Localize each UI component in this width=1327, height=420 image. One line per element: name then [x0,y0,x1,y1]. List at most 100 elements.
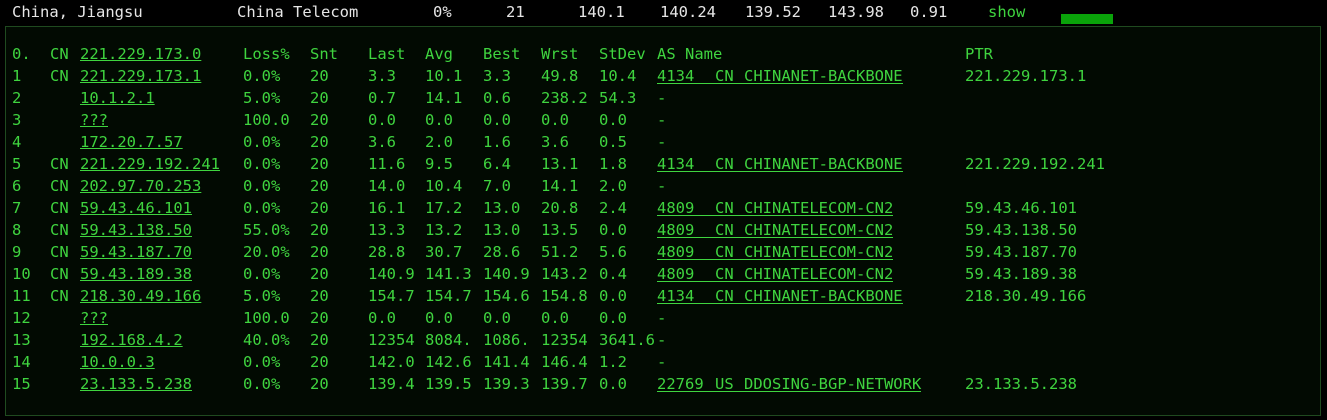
cell-ptr: 221.229.173.1 [965,67,1087,85]
cell-best: 3.3 [483,67,511,85]
cell-avg: 9.5 [425,155,453,173]
cell-host[interactable]: 221.229.192.241 [80,155,220,173]
cell-loss: 40.0% [243,331,290,349]
cell-loss: 0.0% [243,265,281,283]
header-cc: CN [50,45,69,63]
cell-hop: 3 [12,111,22,129]
show-toggle[interactable]: show [988,3,1026,21]
cell-host[interactable]: 192.168.4.2 [80,331,183,349]
cell-last: 3.3 [368,67,396,85]
as-link[interactable]: 4809 CN CHINATELECOM-CN2 [657,221,894,239]
cell-best: 1086. [483,331,530,349]
cell-host[interactable]: 10.0.0.3 [80,353,155,371]
asn: - [657,353,667,371]
cell-host[interactable]: 23.133.5.238 [80,375,192,393]
as-name: CHINATELECOM-CN2 [744,199,894,217]
cell-host[interactable]: ??? [80,111,108,129]
cell-cc: CN [50,67,69,85]
as-link[interactable]: 22769 US DDOSING-BGP-NETWORK [657,375,922,393]
cell-host[interactable]: 59.43.138.50 [80,221,192,239]
cell-last: 154.7 [368,287,415,305]
cell-stdev: 0.0 [599,111,627,129]
cell-wrst: 0.0 [541,111,569,129]
summary-best: 139.52 [745,3,801,21]
cell-loss: 0.0% [243,155,281,173]
cell-avg: 10.4 [425,177,463,195]
cell-avg: 10.1 [425,67,463,85]
cell-snt: 20 [310,353,329,371]
cell-host[interactable]: 172.20.7.57 [80,133,183,151]
cell-host[interactable]: ??? [80,309,108,327]
cell-host[interactable]: 59.43.189.38 [80,265,192,283]
asn: - [657,309,667,327]
as-link[interactable]: 4134 CN CHINANET-BACKBONE [657,67,903,85]
cell-cc: CN [50,155,69,173]
cell-best: 6.4 [483,155,511,173]
as-name: CHINATELECOM-CN2 [744,221,894,239]
header-best: Best [483,45,521,63]
as-link[interactable]: 4809 CN CHINATELECOM-CN2 [657,199,894,217]
cell-best: 140.9 [483,265,530,283]
cell-last: 3.6 [368,133,396,151]
cell-wrst: 51.2 [541,243,579,261]
asn: - [657,89,667,107]
cell-wrst: 14.1 [541,177,579,195]
cell-stdev: 0.0 [599,309,627,327]
header-host[interactable]: 221.229.173.0 [80,45,202,63]
cell-snt: 20 [310,243,329,261]
cell-loss: 20.0% [243,243,290,261]
cell-best: 28.6 [483,243,521,261]
cell-snt: 20 [310,89,329,107]
cell-best: 154.6 [483,287,530,305]
cell-cc: CN [50,265,69,283]
cell-hop: 4 [12,133,22,151]
summary-last: 140.1 [578,3,625,21]
cell-wrst: 12354 [541,331,588,349]
as-name: CHINATELECOM-CN2 [744,265,894,283]
cell-loss: 5.0% [243,89,281,107]
cell-last: 139.4 [368,375,415,393]
cell-loss: 5.0% [243,287,281,305]
as-name: CHINATELECOM-CN2 [744,243,894,261]
cell-loss: 0.0% [243,353,281,371]
as-name: CHINANET-BACKBONE [744,287,903,305]
cell-avg: 139.5 [425,375,472,393]
cell-ptr: 59.43.46.101 [965,199,1077,217]
cell-last: 140.9 [368,265,415,283]
cell-hop: 15 [12,375,31,393]
cell-host[interactable]: 221.229.173.1 [80,67,202,85]
cell-ptr: 59.43.189.38 [965,265,1077,283]
cell-last: 142.0 [368,353,415,371]
as-link[interactable]: 4809 CN CHINATELECOM-CN2 [657,265,894,283]
trace-panel [5,26,1321,416]
cell-hop: 11 [12,287,31,305]
cell-snt: 20 [310,177,329,195]
cell-avg: 0.0 [425,111,453,129]
status-bar [1061,14,1113,24]
asn: 4134 [657,67,695,85]
cell-ptr: 59.43.187.70 [965,243,1077,261]
cell-host[interactable]: 218.30.49.166 [80,287,202,305]
summary-loss: 0% [433,3,452,21]
cell-wrst: 13.1 [541,155,579,173]
asn: - [657,133,667,151]
cell-host[interactable]: 59.43.187.70 [80,243,192,261]
cell-host[interactable]: 202.97.70.253 [80,177,202,195]
cell-hop: 9 [12,243,22,261]
cell-ptr: 221.229.192.241 [965,155,1105,173]
header-avg: Avg [425,45,453,63]
as-cc: CN [715,199,734,217]
header-stdev: StDev [599,45,646,63]
cell-hop: 8 [12,221,22,239]
cell-wrst: 146.4 [541,353,588,371]
cell-host[interactable]: 59.43.46.101 [80,199,192,217]
cell-host[interactable]: 10.1.2.1 [80,89,155,107]
cell-last: 11.6 [368,155,406,173]
as-link[interactable]: 4134 CN CHINANET-BACKBONE [657,155,903,173]
cell-snt: 20 [310,199,329,217]
cell-ptr: 218.30.49.166 [965,287,1087,305]
as-link[interactable]: 4134 CN CHINANET-BACKBONE [657,287,903,305]
as-link[interactable]: 4809 CN CHINATELECOM-CN2 [657,243,894,261]
cell-ptr: 23.133.5.238 [965,375,1077,393]
summary-sent: 21 [506,3,525,21]
